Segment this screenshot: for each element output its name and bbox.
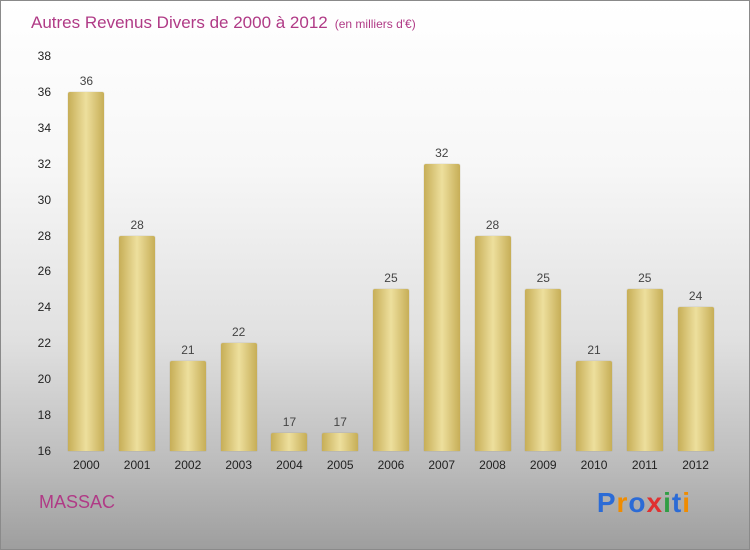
bar-value-label: 32 — [435, 145, 449, 160]
bar — [525, 289, 562, 451]
x-axis-tick-label: 2002 — [174, 458, 202, 472]
x-axis-tick-label: 2000 — [73, 458, 100, 472]
chart-header: Autres Revenus Divers de 2000 à 2012 (en … — [31, 13, 416, 33]
y-axis-tick-label: 26 — [37, 264, 51, 279]
x-axis-tick-label: 2003 — [225, 458, 253, 472]
bar-value-label: 28 — [130, 217, 144, 232]
bar — [220, 343, 257, 451]
bar-slot: 28 2008 — [467, 56, 518, 472]
bar-slot: 36 2000 — [61, 56, 112, 472]
bar-chart-plot-area: 16 18 20 22 24 26 28 30 32 34 36 38 36 2000 28 2001 21 20… — [38, 49, 721, 472]
bar-value-label: 24 — [688, 289, 703, 304]
bar-slot: 28 2001 — [112, 56, 163, 472]
x-axis-tick-label: 2012 — [682, 458, 709, 472]
bar-value-label: 25 — [384, 271, 398, 286]
bar-slot: 21 2002 — [163, 56, 214, 472]
y-axis-tick-label: 36 — [37, 84, 51, 99]
bar-value-label: 28 — [485, 217, 500, 232]
bar-slot: 21 2010 — [569, 56, 620, 472]
bar-value-label: 22 — [232, 325, 246, 340]
bar-slot: 32 2007 — [416, 56, 467, 472]
x-axis-tick-label: 2009 — [529, 458, 557, 472]
x-axis-tick-label: 2006 — [377, 458, 405, 472]
bar-value-label: 25 — [536, 271, 550, 286]
bar — [677, 307, 714, 451]
logo-letter: x — [646, 487, 664, 518]
y-axis-tick-label: 18 — [37, 408, 51, 423]
bars-container: 36 2000 28 2001 21 2002 22 2003 17 2004 17 2005 25 20… — [61, 56, 721, 472]
y-axis-tick-label: 22 — [37, 336, 51, 351]
company-name: MASSAC — [39, 492, 116, 512]
y-axis-tick-label: 20 — [37, 372, 51, 387]
bar-value-label: 17 — [333, 415, 347, 430]
x-axis-tick-label: 2008 — [479, 458, 506, 472]
bar — [576, 361, 613, 451]
y-axis-tick-label: 24 — [37, 300, 51, 315]
logo-letter: o — [628, 487, 647, 518]
logo-letter: r — [616, 487, 629, 518]
x-axis-tick-label: 2010 — [580, 458, 608, 472]
bar — [626, 289, 663, 451]
bar — [271, 433, 308, 451]
bar-slot: 25 2006 — [366, 56, 417, 472]
bar-value-label: 21 — [587, 343, 601, 358]
bar-value-label: 25 — [638, 271, 652, 286]
bar-slot: 25 2011 — [619, 56, 670, 472]
logo-letter: i — [682, 487, 691, 518]
bar — [423, 163, 460, 451]
y-axis-tick-label: 38 — [37, 49, 51, 63]
y-axis-tick-label: 32 — [37, 156, 51, 171]
logo-letter: i — [663, 487, 672, 518]
y-axis-tick-label: 28 — [37, 228, 51, 243]
proxiti-logo: Proxiti — [597, 487, 691, 519]
y-axis-tick-label: 16 — [37, 444, 51, 458]
x-axis-tick-label: 2011 — [631, 458, 658, 472]
chart-title: Autres Revenus Divers de 2000 à 2012 — [31, 13, 328, 32]
bar-slot: 17 2004 — [264, 56, 315, 472]
bar-slot: 24 2012 — [670, 56, 721, 472]
y-axis-tick-label: 30 — [37, 192, 51, 207]
chart-subtitle: (en milliers d'€) — [334, 17, 416, 31]
bar — [322, 433, 359, 451]
bar — [372, 289, 409, 451]
x-axis-tick-label: 2007 — [428, 458, 456, 472]
bar — [474, 235, 511, 451]
bar-slot: 25 2009 — [518, 56, 569, 472]
bar-value-label: 36 — [79, 73, 94, 88]
x-axis-tick-label: 2004 — [276, 458, 303, 472]
logo-letter: t — [671, 487, 683, 518]
logo-letter: P — [596, 487, 617, 518]
bar-slot: 17 2005 — [315, 56, 366, 472]
bar — [119, 235, 156, 451]
bar-value-label: 21 — [181, 343, 195, 358]
bar — [169, 361, 206, 451]
x-axis-tick-label: 2001 — [123, 458, 151, 472]
bar-value-label: 17 — [282, 415, 297, 430]
x-axis-tick-label: 2005 — [326, 458, 354, 472]
bar — [68, 91, 105, 451]
y-axis-tick-label: 34 — [37, 120, 51, 135]
bar-slot: 22 2003 — [213, 56, 264, 472]
